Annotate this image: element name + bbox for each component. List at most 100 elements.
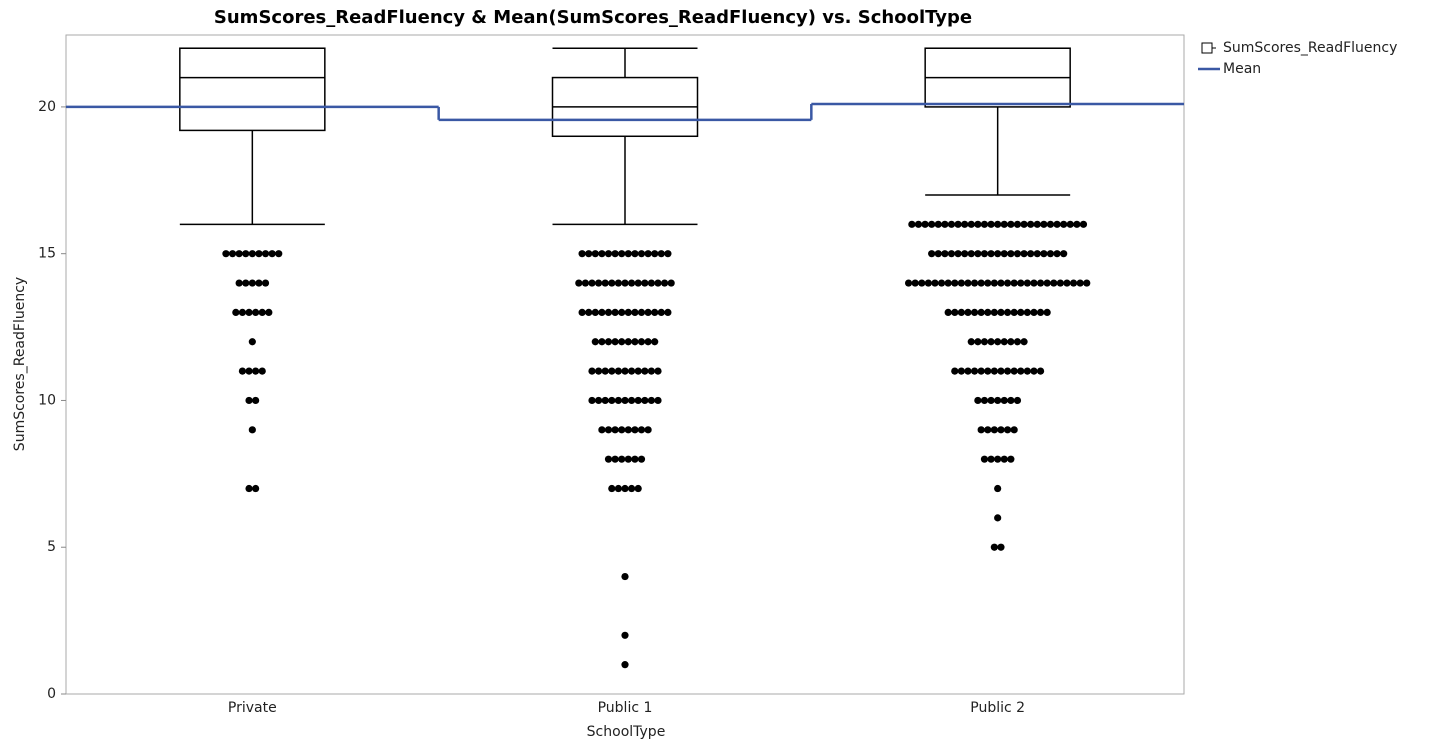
- outlier: [261, 279, 270, 287]
- outlier: [1036, 308, 1045, 316]
- outlier: [1000, 220, 1008, 228]
- outlier: [664, 308, 672, 316]
- outlier: [621, 484, 629, 493]
- outlier: [654, 396, 662, 405]
- outlier: [941, 250, 949, 258]
- outlier: [248, 250, 256, 258]
- legend-label: SumScores_ReadFluency: [1223, 40, 1397, 56]
- outlier: [994, 484, 1002, 493]
- outlier: [585, 308, 593, 316]
- outlier: [1040, 220, 1048, 228]
- outlier: [1030, 279, 1038, 287]
- outlier: [651, 338, 659, 346]
- outlier: [904, 279, 913, 287]
- outlier: [611, 338, 619, 346]
- outlier: [951, 367, 959, 375]
- outlier: [647, 367, 656, 375]
- outlier: [990, 308, 998, 316]
- outlier: [598, 426, 606, 434]
- outlier: [987, 338, 995, 346]
- outlier: [1007, 396, 1015, 405]
- outlier: [245, 367, 253, 375]
- box: [179, 47, 326, 132]
- outlier: [1053, 220, 1061, 228]
- y-axis-label: SumScores_ReadFluency: [12, 277, 28, 451]
- outlier: [634, 484, 642, 493]
- outlier: [608, 396, 616, 405]
- outlier: [611, 426, 619, 434]
- outlier: [232, 308, 240, 316]
- outlier: [931, 279, 939, 287]
- outlier: [1003, 308, 1012, 316]
- outlier: [604, 455, 613, 463]
- outlier: [1036, 367, 1045, 375]
- legend-label: Mean: [1223, 61, 1261, 77]
- outlier: [941, 220, 949, 228]
- outlier: [1007, 220, 1015, 228]
- outlier: [238, 367, 247, 375]
- outlier: [591, 250, 599, 258]
- y-tick-label: 20: [38, 99, 56, 115]
- outlier: [245, 396, 253, 405]
- outlier: [994, 514, 1002, 522]
- outlier: [990, 543, 998, 551]
- outlier: [624, 455, 632, 463]
- outlier: [937, 279, 946, 287]
- outlier: [1033, 220, 1041, 228]
- outlier: [637, 455, 646, 463]
- outlier: [1020, 250, 1028, 258]
- outlier: [947, 250, 956, 258]
- outlier: [637, 308, 646, 316]
- outlier: [654, 367, 662, 375]
- outlier: [1000, 338, 1008, 346]
- outlier: [984, 367, 992, 375]
- outlier: [641, 396, 649, 405]
- outlier: [1066, 220, 1074, 228]
- outlier: [980, 338, 989, 346]
- outlier: [647, 279, 656, 287]
- outlier: [990, 279, 998, 287]
- outlier: [634, 279, 642, 287]
- outlier: [977, 367, 985, 375]
- outlier: [990, 426, 998, 434]
- outlier: [595, 279, 603, 287]
- outlier: [578, 250, 586, 258]
- outlier: [637, 426, 646, 434]
- outlier: [245, 308, 253, 316]
- outlier: [967, 250, 975, 258]
- outlier: [980, 455, 989, 463]
- outlier: [977, 426, 985, 434]
- outlier: [994, 338, 1002, 346]
- outlier: [997, 543, 1005, 551]
- outlier: [1040, 250, 1048, 258]
- outlier: [258, 367, 266, 375]
- outlier: [977, 308, 985, 316]
- outlier: [1043, 308, 1051, 316]
- outlier: [987, 396, 995, 405]
- outlier: [951, 308, 959, 316]
- outlier: [980, 250, 989, 258]
- outlier: [1027, 250, 1035, 258]
- outlier: [984, 308, 992, 316]
- outlier: [944, 279, 952, 287]
- outlier: [914, 220, 923, 228]
- outlier: [1000, 396, 1008, 405]
- outlier: [641, 367, 649, 375]
- outlier: [967, 338, 975, 346]
- outlier: [1079, 220, 1088, 228]
- outlier: [954, 250, 962, 258]
- outlier: [601, 396, 609, 405]
- outlier: [621, 661, 629, 669]
- outlier: [628, 367, 636, 375]
- outlier: [944, 308, 952, 316]
- outlier: [248, 338, 256, 346]
- outlier: [618, 308, 626, 316]
- outlier: [242, 279, 250, 287]
- outlier: [608, 279, 616, 287]
- outlier: [598, 338, 606, 346]
- outlier: [1010, 426, 1018, 434]
- outlier: [1013, 250, 1022, 258]
- outlier: [1000, 250, 1008, 258]
- chart-title: SumScores_ReadFluency & Mean(SumScores_R…: [214, 7, 972, 28]
- outlier: [621, 631, 629, 639]
